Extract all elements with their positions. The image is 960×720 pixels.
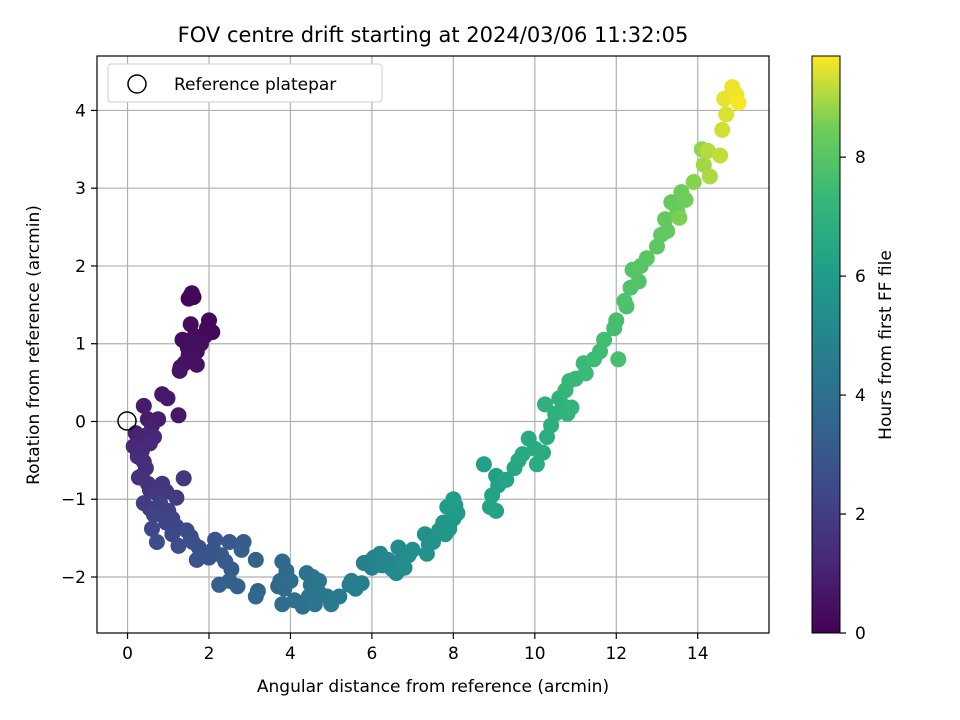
- data-point: [718, 106, 735, 123]
- data-point: [164, 526, 181, 543]
- data-point: [188, 356, 205, 373]
- data-point: [445, 491, 462, 508]
- x-tick-label: 8: [448, 644, 459, 664]
- data-point: [221, 534, 238, 550]
- data-point: [498, 471, 515, 488]
- data-point: [475, 456, 492, 473]
- legend-entry: Reference platepar: [174, 75, 336, 95]
- x-axis-ticks: 0 2 4 6 8 10 12 14: [122, 633, 709, 664]
- x-tick-label: 4: [285, 644, 296, 664]
- data-point: [247, 588, 264, 605]
- y-axis-label: Rotation from reference (arcmin): [24, 205, 44, 485]
- data-point: [183, 285, 200, 302]
- legend-marker: [127, 74, 147, 94]
- data-point: [537, 396, 553, 413]
- colorbar: 0 2 4 6 8 Hours from first FF file: [811, 55, 896, 644]
- data-point: [638, 250, 655, 267]
- reference-platepar-marker: [117, 411, 137, 431]
- data-point: [184, 334, 201, 351]
- y-tick-label: −2: [61, 568, 86, 588]
- chart-title: FOV centre drift starting at 2024/03/06 …: [178, 23, 689, 47]
- data-point: [396, 559, 413, 576]
- data-point: [657, 211, 674, 228]
- data-point: [353, 575, 370, 592]
- data-point: [175, 470, 192, 487]
- data-point: [610, 351, 627, 368]
- colorbar-tick-label: 0: [855, 624, 866, 644]
- data-point: [596, 331, 613, 348]
- data-point: [701, 168, 718, 185]
- data-point: [229, 578, 246, 595]
- y-tick-label: −1: [61, 490, 86, 510]
- legend-box: [107, 63, 383, 103]
- data-point: [712, 147, 729, 164]
- y-tick-label: 4: [75, 101, 86, 121]
- x-axis-label: Angular distance from reference (arcmin): [257, 677, 609, 697]
- data-point: [514, 446, 531, 463]
- colorbar-gradient: [811, 55, 841, 634]
- data-point: [482, 499, 498, 515]
- x-tick-label: 2: [204, 644, 215, 664]
- data-point: [146, 506, 162, 523]
- data-points: [125, 79, 747, 615]
- plot-frame: [96, 55, 770, 634]
- data-point: [577, 365, 594, 382]
- data-point: [730, 94, 747, 111]
- data-point: [331, 588, 348, 605]
- x-tick-label: 10: [524, 644, 546, 664]
- colorbar-label: Hours from first FF file: [876, 250, 896, 440]
- y-tick-label: 3: [75, 179, 86, 199]
- data-point: [135, 397, 152, 414]
- data-point: [608, 312, 625, 329]
- x-tick-label: 0: [122, 644, 133, 664]
- x-tick-label: 6: [366, 644, 377, 664]
- data-point: [233, 541, 250, 558]
- y-tick-label: 0: [75, 412, 86, 432]
- data-point: [404, 541, 421, 558]
- colorbar-tick-label: 8: [855, 148, 866, 168]
- y-tick-label: 1: [75, 335, 86, 355]
- data-point: [714, 121, 731, 138]
- data-point: [171, 362, 188, 379]
- grid-lines: [97, 56, 769, 633]
- data-point: [170, 537, 187, 554]
- colorbar-tick-label: 4: [855, 386, 866, 406]
- x-tick-label: 14: [687, 644, 709, 664]
- data-point: [311, 572, 327, 589]
- x-tick-label: 12: [605, 644, 627, 664]
- data-point: [563, 399, 580, 416]
- data-point: [716, 90, 733, 107]
- data-point: [159, 390, 176, 407]
- data-point: [616, 293, 633, 309]
- data-point: [282, 572, 299, 589]
- data-point: [535, 444, 551, 461]
- data-point: [677, 191, 694, 208]
- data-point: [144, 520, 160, 537]
- data-point: [247, 551, 264, 568]
- data-point: [188, 551, 205, 568]
- data-point: [671, 209, 688, 226]
- colorbar-tick-label: 6: [855, 267, 866, 287]
- colorbar-tick-label: 2: [855, 505, 866, 525]
- data-point: [168, 489, 185, 506]
- colorbar-ticks: 0 2 4 6 8: [840, 148, 866, 644]
- data-point: [274, 596, 291, 613]
- data-point: [170, 407, 187, 424]
- data-point: [699, 142, 716, 159]
- data-point: [685, 174, 702, 190]
- y-axis-ticks: −2 −1 0 1 2 3 4: [61, 101, 97, 588]
- y-tick-label: 2: [75, 257, 86, 277]
- legend: Reference platepar: [107, 63, 383, 103]
- data-point: [148, 534, 165, 550]
